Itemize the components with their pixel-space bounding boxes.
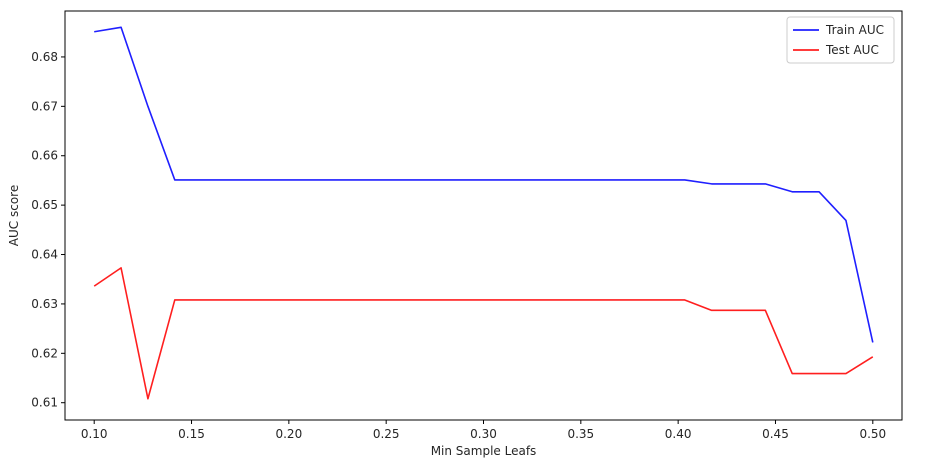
x-axis-ticks: 0.10 0.15 0.20 0.25 0.30 0.35 0.40 0.45 0.50 xyxy=(81,420,886,441)
plot-area xyxy=(64,10,903,421)
y-tick-label: 0.62 xyxy=(31,346,58,360)
y-axis-ticks: 0.61 0.62 0.63 0.64 0.65 0.66 0.67 0.68 xyxy=(31,50,65,410)
x-tick-label: 0.25 xyxy=(373,427,400,441)
x-tick-label: 0.10 xyxy=(81,427,108,441)
legend-label: Train AUC xyxy=(825,23,884,37)
y-tick-label: 0.64 xyxy=(31,248,58,262)
x-axis-label: Min Sample Leafs xyxy=(431,444,537,458)
x-tick-label: 0.45 xyxy=(762,427,789,441)
series-line-test-auc xyxy=(93,267,874,400)
plot-frame xyxy=(64,10,903,421)
x-tick-label: 0.40 xyxy=(665,427,692,441)
series-line-train-auc xyxy=(94,26,874,343)
y-tick-label: 0.65 xyxy=(31,198,58,212)
x-tick-label: 0.20 xyxy=(275,427,302,441)
y-axis-label: AUC score xyxy=(7,185,21,246)
series-layer xyxy=(93,26,874,400)
legend-box xyxy=(786,16,895,64)
y-tick-label: 0.63 xyxy=(31,297,58,311)
x-tick-label: 0.30 xyxy=(470,427,497,441)
legend: Train AUC Test AUC xyxy=(786,16,895,64)
x-tick-label: 0.35 xyxy=(567,427,594,441)
x-tick-label: 0.15 xyxy=(178,427,205,441)
y-tick-label: 0.67 xyxy=(31,99,58,113)
y-tick-label: 0.66 xyxy=(31,149,58,163)
x-tick-label: 0.50 xyxy=(859,427,886,441)
y-tick-label: 0.68 xyxy=(31,50,58,64)
legend-label: Test AUC xyxy=(825,43,879,57)
y-tick-label: 0.61 xyxy=(31,396,58,410)
